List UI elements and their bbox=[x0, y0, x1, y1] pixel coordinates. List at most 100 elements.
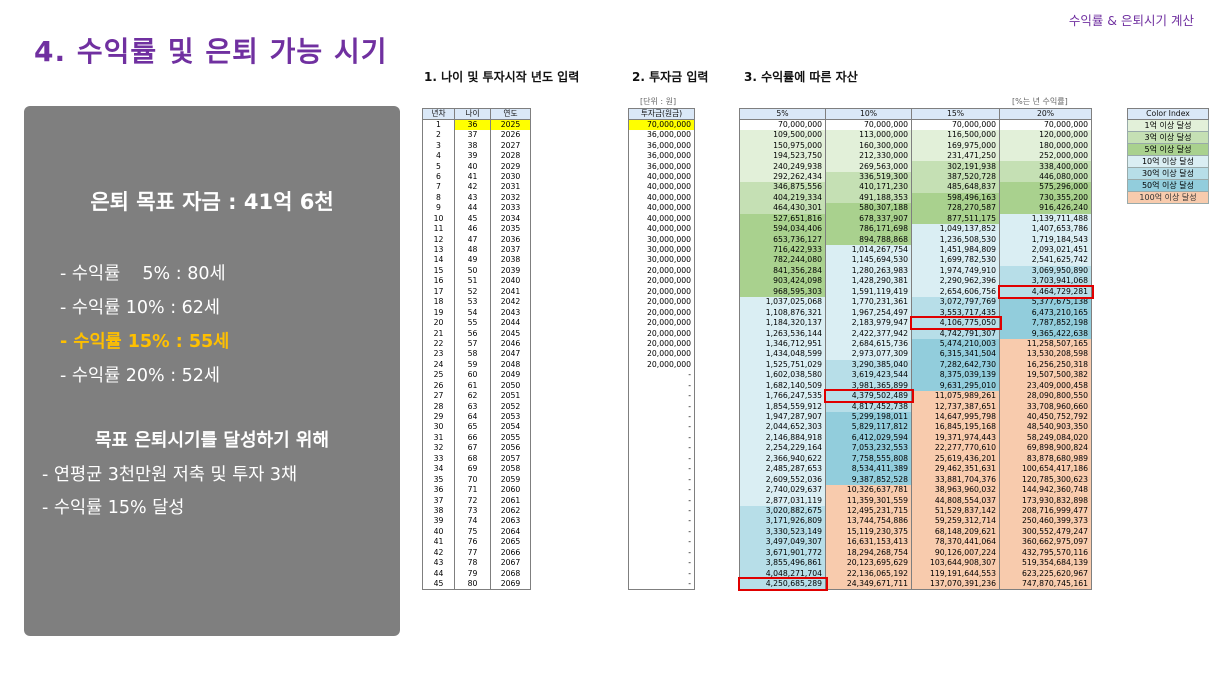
year-no-cell: 14 bbox=[422, 255, 455, 266]
legend-row: 30억 이상 달성 bbox=[1127, 167, 1209, 181]
legend-item: 10억 이상 달성 bbox=[1127, 155, 1209, 169]
asset-15-cell: 485,648,837 bbox=[911, 182, 1000, 193]
table-row: 3,855,496,861 20,123,695,629 103,644,908,3… bbox=[739, 557, 1092, 569]
legend-item: 100억 이상 달성 bbox=[1127, 191, 1209, 205]
asset-5-cell: 3,171,926,809 bbox=[739, 516, 826, 527]
age-cell: 44 bbox=[454, 203, 491, 214]
header-rate-15: 15% bbox=[911, 108, 1000, 120]
table-row: 30,000,000 bbox=[628, 234, 695, 245]
asset-20-cell: 730,355,200 bbox=[999, 192, 1092, 204]
table-row: 40,000,000 bbox=[628, 192, 695, 204]
asset-20-cell: 916,426,240 bbox=[999, 203, 1092, 214]
table-row: - bbox=[628, 453, 695, 464]
asset-15-cell: 119,191,644,553 bbox=[911, 568, 1000, 579]
table-row: - bbox=[628, 464, 695, 475]
table-row: 1,525,751,029 3,290,385,040 7,282,642,730 1… bbox=[739, 359, 1092, 371]
asset-20-cell: 519,354,684,139 bbox=[999, 557, 1092, 569]
year-no-cell: 6 bbox=[422, 171, 455, 183]
table-row: 3,671,901,772 18,294,268,754 90,126,007,22… bbox=[739, 547, 1092, 558]
asset-5-cell: 109,500,000 bbox=[739, 130, 826, 141]
asset-15-cell: 877,511,175 bbox=[911, 213, 1000, 224]
investment-cell: 70,000,000 bbox=[628, 119, 695, 130]
age-cell: 70 bbox=[454, 474, 491, 485]
table-row: 1,263,536,144 2,422,377,942 4,742,791,307 9… bbox=[739, 328, 1092, 339]
age-cell: 46 bbox=[454, 223, 491, 235]
table-row: 14 49 2038 bbox=[422, 255, 531, 266]
asset-5-cell: 968,595,303 bbox=[739, 286, 826, 297]
age-cell: 73 bbox=[454, 505, 491, 517]
asset-15-cell: 38,963,960,032 bbox=[911, 484, 1000, 496]
asset-20-cell: 432,795,570,116 bbox=[999, 547, 1092, 558]
table-row: 1 36 2025 bbox=[422, 119, 531, 130]
asset-10-cell: 580,307,188 bbox=[825, 203, 912, 214]
year-cell: 2025 bbox=[490, 119, 531, 130]
plan-item-savings: - 연평균 3천만원 저축 및 투자 3채 bbox=[42, 465, 298, 485]
asset-5-cell: 653,736,127 bbox=[739, 234, 826, 245]
age-cell: 45 bbox=[454, 213, 491, 224]
asset-15-cell: 2,654,606,756 bbox=[911, 286, 1000, 297]
year-no-cell: 24 bbox=[422, 359, 455, 371]
asset-5-cell: 841,356,284 bbox=[739, 265, 826, 277]
table-row: 150,975,000 160,300,000 169,975,000 180,000… bbox=[739, 140, 1092, 151]
asset-10-cell: 2,684,615,736 bbox=[825, 338, 912, 350]
investment-cell: - bbox=[628, 443, 695, 454]
asset-10-cell: 410,171,230 bbox=[825, 182, 912, 193]
year-cell: 2035 bbox=[490, 223, 531, 235]
asset-20-cell: 83,878,680,989 bbox=[999, 453, 1092, 464]
investment-cell: 20,000,000 bbox=[628, 328, 695, 339]
table-row: 346,875,556 410,171,230 485,648,837 575,296… bbox=[739, 182, 1092, 193]
age-cell: 38 bbox=[454, 140, 491, 151]
table-row: 1,602,038,580 3,619,423,544 8,375,039,139 1… bbox=[739, 370, 1092, 381]
year-cell: 2063 bbox=[490, 516, 531, 527]
table-row: 18 53 2042 bbox=[422, 297, 531, 308]
table-row: 841,356,284 1,280,263,983 1,974,749,910 3,0… bbox=[739, 265, 1092, 277]
asset-20-cell: 208,716,999,477 bbox=[999, 505, 1092, 517]
asset-20-cell: 19,507,500,382 bbox=[999, 370, 1092, 381]
table-row: 27 62 2051 bbox=[422, 390, 531, 402]
table-row: 20,000,000 bbox=[628, 349, 695, 360]
table-row: 25 60 2049 bbox=[422, 370, 531, 381]
asset-5-cell: 2,254,229,164 bbox=[739, 443, 826, 454]
year-cell: 2046 bbox=[490, 338, 531, 350]
table-row: 28 63 2052 bbox=[422, 401, 531, 412]
table-row: 2,877,031,119 11,359,301,559 44,808,554,03… bbox=[739, 495, 1092, 506]
asset-10-cell: 1,428,290,381 bbox=[825, 276, 912, 287]
table-row: 9 44 2033 bbox=[422, 203, 531, 214]
age-cell: 65 bbox=[454, 422, 491, 433]
asset-10-cell: 1,770,231,361 bbox=[825, 297, 912, 308]
year-no-cell: 43 bbox=[422, 557, 455, 569]
year-no-cell: 20 bbox=[422, 317, 455, 329]
asset-10-cell: 212,330,000 bbox=[825, 150, 912, 162]
asset-10-cell: 1,014,267,754 bbox=[825, 244, 912, 256]
asset-15-cell: 25,619,436,201 bbox=[911, 453, 1000, 464]
table-row: 1,766,247,535 4,379,502,489 11,075,989,261… bbox=[739, 390, 1092, 402]
table-row: 40,000,000 bbox=[628, 213, 695, 224]
asset-5-cell: 2,146,884,918 bbox=[739, 432, 826, 444]
year-no-cell: 3 bbox=[422, 140, 455, 151]
year-cell: 2062 bbox=[490, 505, 531, 517]
table-row: - bbox=[628, 568, 695, 579]
year-cell: 2027 bbox=[490, 140, 531, 151]
table-row: 39 74 2063 bbox=[422, 516, 531, 527]
header-rate-20: 20% bbox=[999, 108, 1092, 120]
table-row: - bbox=[628, 390, 695, 402]
table-row: 3,171,926,809 13,744,754,886 59,259,312,71… bbox=[739, 516, 1092, 527]
table-row: 527,651,816 678,337,907 877,511,175 1,139,7… bbox=[739, 213, 1092, 224]
investment-cell: 40,000,000 bbox=[628, 171, 695, 183]
year-cell: 2065 bbox=[490, 537, 531, 548]
asset-20-cell: 446,080,000 bbox=[999, 171, 1092, 183]
year-no-cell: 19 bbox=[422, 307, 455, 318]
investment-cell: 40,000,000 bbox=[628, 213, 695, 224]
asset-5-cell: 1,108,876,321 bbox=[739, 307, 826, 318]
table-row: 194,523,750 212,330,000 231,471,250 252,000… bbox=[739, 150, 1092, 162]
table-row: 44 79 2068 bbox=[422, 568, 531, 579]
investment-cell: - bbox=[628, 526, 695, 538]
year-cell: 2064 bbox=[490, 526, 531, 538]
year-cell: 2053 bbox=[490, 411, 531, 423]
investment-cell: 36,000,000 bbox=[628, 150, 695, 162]
asset-20-cell: 120,000,000 bbox=[999, 130, 1092, 141]
asset-10-cell: 11,359,301,559 bbox=[825, 495, 912, 506]
asset-15-cell: 6,315,341,504 bbox=[911, 349, 1000, 360]
investment-cell: 20,000,000 bbox=[628, 349, 695, 360]
age-cell: 72 bbox=[454, 495, 491, 506]
